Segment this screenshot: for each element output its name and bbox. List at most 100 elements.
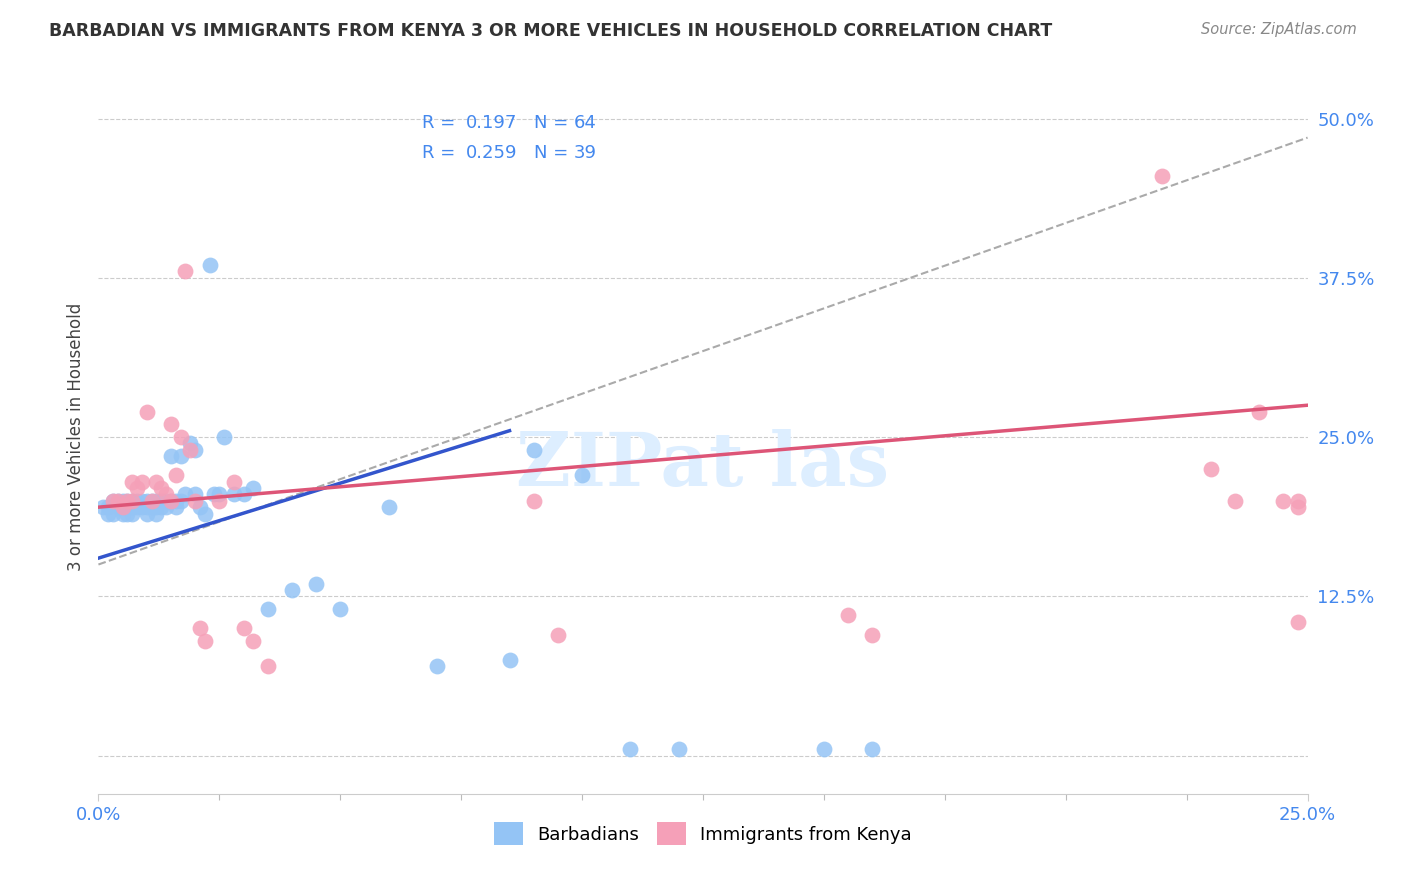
Text: R =: R = [422, 145, 456, 162]
Point [141, 500, 163, 515]
Text: 0.197: 0.197 [465, 114, 517, 132]
Point [222, 487, 245, 501]
Point [547, 627, 569, 641]
Point [101, 493, 124, 508]
Point [160, 493, 183, 508]
Point [668, 742, 690, 756]
Point [121, 507, 143, 521]
Point [121, 475, 143, 489]
Point [169, 493, 191, 508]
Point [111, 500, 134, 515]
Point [329, 602, 352, 616]
Point [184, 442, 207, 457]
Point [160, 493, 183, 508]
Point [377, 500, 399, 515]
Point [165, 468, 187, 483]
Point [523, 493, 546, 508]
Point [117, 493, 139, 508]
Point [194, 634, 217, 648]
Point [141, 493, 163, 508]
Text: N =: N = [534, 145, 568, 162]
Point [1272, 493, 1295, 508]
Point [145, 493, 167, 508]
Point [131, 500, 153, 515]
Text: 64: 64 [574, 114, 596, 132]
Point [145, 500, 167, 515]
Legend: Barbadians, Immigrants from Kenya: Barbadians, Immigrants from Kenya [486, 815, 920, 853]
Text: BARBADIAN VS IMMIGRANTS FROM KENYA 3 OR MORE VEHICLES IN HOUSEHOLD CORRELATION C: BARBADIAN VS IMMIGRANTS FROM KENYA 3 OR … [49, 22, 1053, 40]
Text: 39: 39 [574, 145, 596, 162]
Point [571, 468, 593, 483]
Point [179, 436, 201, 450]
Point [1286, 615, 1309, 629]
Text: ZIPat las: ZIPat las [516, 429, 890, 502]
Point [107, 493, 129, 508]
Point [121, 493, 143, 508]
Point [165, 493, 187, 508]
Point [117, 507, 139, 521]
Point [121, 493, 143, 508]
Point [426, 659, 449, 673]
Point [222, 475, 245, 489]
Point [160, 417, 183, 432]
Point [160, 449, 183, 463]
Point [117, 493, 139, 508]
Point [127, 500, 149, 515]
Text: Source: ZipAtlas.com: Source: ZipAtlas.com [1201, 22, 1357, 37]
Point [174, 264, 197, 278]
Point [188, 500, 211, 515]
Point [150, 493, 173, 508]
Point [135, 493, 157, 508]
Point [523, 442, 546, 457]
Point [131, 475, 153, 489]
Point [107, 500, 129, 515]
Y-axis label: 3 or more Vehicles in Household: 3 or more Vehicles in Household [66, 303, 84, 571]
Point [121, 500, 143, 515]
Point [131, 493, 153, 508]
Point [305, 576, 328, 591]
Point [208, 493, 231, 508]
Point [1249, 404, 1271, 418]
Point [1223, 493, 1246, 508]
Point [212, 430, 235, 444]
Point [232, 621, 254, 635]
Point [232, 487, 254, 501]
Point [155, 487, 177, 501]
Point [1286, 493, 1309, 508]
Point [101, 507, 124, 521]
Point [91, 500, 114, 515]
Point [169, 430, 191, 444]
Point [1199, 462, 1222, 476]
Point [97, 507, 120, 521]
Point [256, 602, 278, 616]
Point [813, 742, 835, 756]
Point [150, 481, 173, 495]
Point [111, 500, 134, 515]
Point [179, 442, 201, 457]
Point [127, 481, 149, 495]
Point [97, 500, 120, 515]
Point [107, 493, 129, 508]
Point [281, 582, 304, 597]
Point [101, 493, 124, 508]
Point [184, 487, 207, 501]
Point [188, 621, 211, 635]
Point [127, 493, 149, 508]
Point [1286, 500, 1309, 515]
Point [150, 500, 173, 515]
Point [155, 493, 177, 508]
Point [498, 653, 520, 667]
Point [111, 493, 134, 508]
Point [242, 481, 264, 495]
Point [194, 507, 217, 521]
Point [208, 487, 231, 501]
Point [155, 500, 177, 515]
Point [242, 634, 264, 648]
Point [135, 507, 157, 521]
Text: R =: R = [422, 114, 456, 132]
Point [837, 608, 859, 623]
Point [135, 404, 157, 418]
Text: N =: N = [534, 114, 568, 132]
Point [117, 500, 139, 515]
Point [111, 507, 134, 521]
